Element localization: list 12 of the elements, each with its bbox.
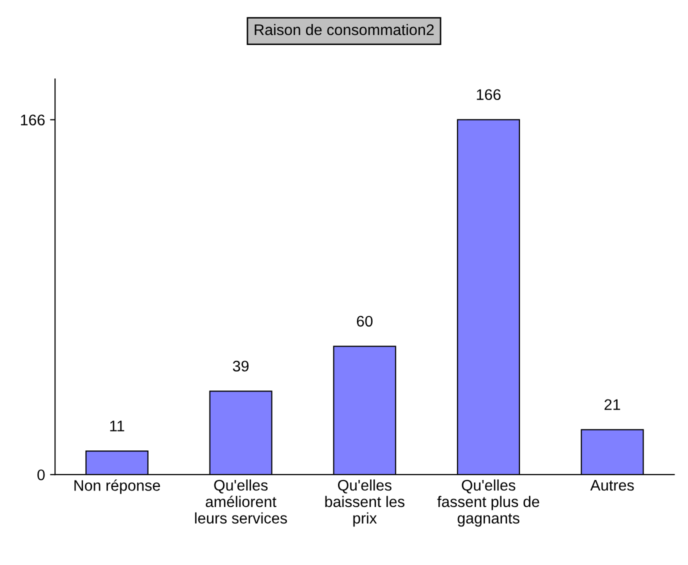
data-label: 21 [604, 399, 620, 410]
y-tick-label: 0 [37, 469, 45, 480]
x-tick-label: Autres [590, 480, 634, 491]
data-label: 11 [110, 420, 124, 432]
x-tick-label: Qu'elles améliorent leurs services [195, 479, 287, 524]
x-tick-label: Qu'elles fassent plus de gagnants [437, 479, 540, 527]
data-label: 60 [356, 316, 373, 327]
chart-title: Raison de consommation2 [254, 24, 434, 36]
data-label: 166 [476, 89, 501, 100]
data-label: 39 [232, 360, 249, 372]
x-tick-label: Qu'elles baissent les prix [325, 479, 404, 527]
x-tick-label: Non réponse [74, 479, 160, 494]
